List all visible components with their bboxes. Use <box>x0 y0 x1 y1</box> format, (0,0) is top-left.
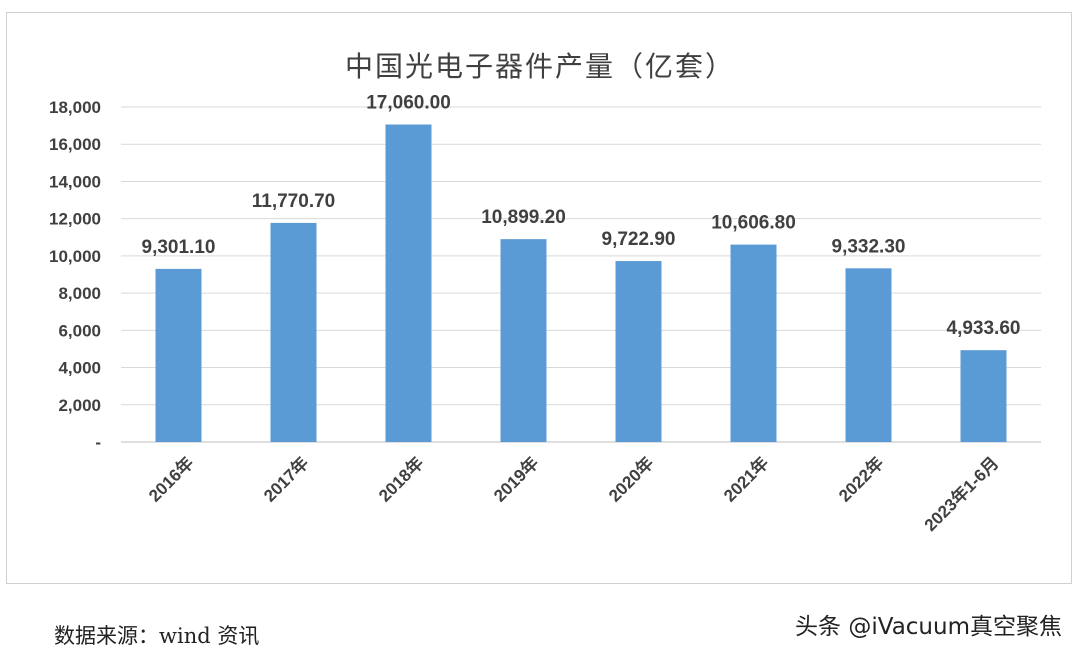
x-tick-label: 2023年1-6月 <box>920 453 1002 535</box>
x-tick-label: 2017年 <box>259 453 312 506</box>
x-tick-label: 2016年 <box>144 453 197 506</box>
chart-title: 中国光电子器件产量（亿套） <box>344 50 735 83</box>
y-tick-label: 18,000 <box>49 98 101 117</box>
data-label: 10,606.80 <box>711 213 796 234</box>
bar <box>845 268 892 442</box>
y-tick-label: 4,000 <box>58 359 101 378</box>
y-tick-label: 2,000 <box>58 396 101 415</box>
x-tick-label: 2021年 <box>719 453 772 506</box>
y-tick-label: 14,000 <box>49 172 101 191</box>
y-tick-label: 12,000 <box>49 210 101 229</box>
chart-frame: 中国光电子器件产量（亿套） - 2,000 4,000 6,000 8,000 10,00… <box>6 12 1072 584</box>
y-tick-label: 6,000 <box>58 321 101 340</box>
x-tick-label: 2022年 <box>834 453 887 506</box>
bar <box>385 124 432 442</box>
y-tick-label: 16,000 <box>49 135 101 154</box>
data-source-note: 数据来源：wind 资讯 <box>54 624 260 648</box>
y-tick-label: 8,000 <box>58 284 101 303</box>
bar <box>155 268 202 442</box>
bar <box>615 261 662 442</box>
bar <box>730 244 777 442</box>
bar-chart: - 2,000 4,000 6,000 8,000 10,000 12,000 14,000 1… <box>49 92 1041 535</box>
bar <box>500 239 547 442</box>
y-tick-label: - <box>95 433 101 452</box>
x-tick-label: 2019年 <box>489 453 542 506</box>
data-label: 9,722.90 <box>602 229 676 250</box>
data-label: 9,301.10 <box>142 237 216 258</box>
x-tick-label: 2020年 <box>604 453 657 506</box>
data-label: 4,933.60 <box>947 318 1021 339</box>
data-label: 11,770.70 <box>252 191 335 212</box>
data-label: 10,899.20 <box>481 207 566 228</box>
watermark-text: 头条 @iVacuum真空聚焦 <box>795 614 1062 640</box>
data-label: 17,060.00 <box>366 92 451 113</box>
bar <box>270 222 317 442</box>
bar <box>960 350 1007 442</box>
y-tick-label: 10,000 <box>49 247 101 266</box>
data-label: 9,332.30 <box>832 236 906 257</box>
x-tick-label: 2018年 <box>374 453 427 506</box>
